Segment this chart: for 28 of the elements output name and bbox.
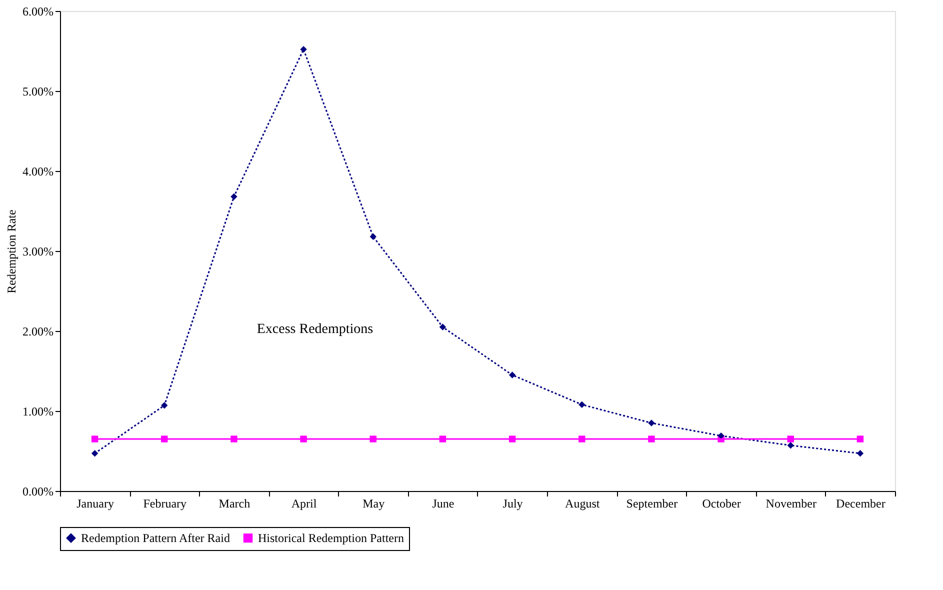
- x-tick-label: August: [565, 496, 600, 510]
- point: [856, 450, 864, 457]
- y-axis-title: Redemption Rate: [4, 210, 19, 294]
- x-tick-label: January: [76, 496, 114, 510]
- x-tick-label: November: [766, 496, 816, 510]
- x-tick-label: February: [143, 496, 187, 510]
- y-tick-label: 5.00%: [22, 84, 54, 98]
- legend-label: Historical Redemption Pattern: [258, 531, 404, 546]
- x-tick-label: March: [218, 496, 250, 510]
- x-tick-label: July: [502, 496, 523, 510]
- point: [91, 436, 98, 442]
- point: [439, 324, 446, 330]
- x-tick-label: May: [362, 496, 385, 510]
- y-tick-label: 3.00%: [22, 244, 54, 258]
- x-tick-label: April: [291, 496, 318, 510]
- y-tick-label: 4.00%: [22, 164, 54, 178]
- y-tick-label: 1.00%: [22, 404, 54, 418]
- x-tick-label: December: [836, 496, 886, 510]
- point: [856, 436, 864, 442]
- annotation: Excess Redemptions: [256, 322, 374, 337]
- point: [508, 372, 516, 378]
- x-tick-label: October: [702, 496, 741, 510]
- y-tick-label: 6.00%: [22, 4, 54, 18]
- y-tick-label: 0.00%: [22, 484, 54, 498]
- legend-label: Redemption Pattern After Raid: [81, 531, 230, 546]
- x-tick-label: September: [626, 496, 678, 510]
- x-tick-label: June: [432, 496, 454, 510]
- y-tick-label: 2.00%: [22, 324, 54, 338]
